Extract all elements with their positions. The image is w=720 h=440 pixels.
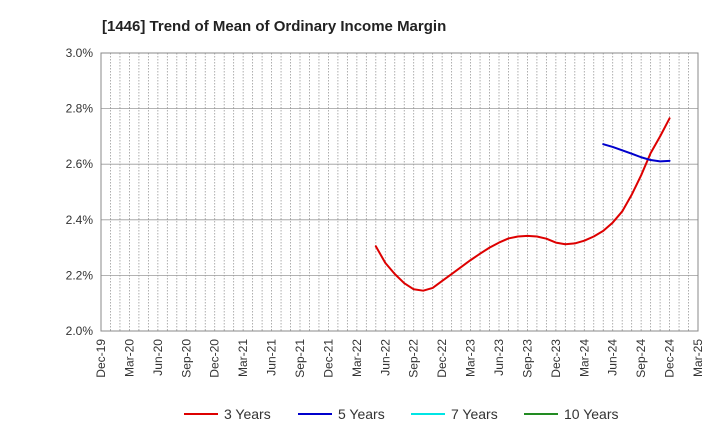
y-tick-label: 2.8% xyxy=(66,102,94,116)
y-tick-label: 2.6% xyxy=(66,157,94,171)
series-line-5-years xyxy=(602,143,671,163)
x-tick-label: Sep-22 xyxy=(407,339,421,378)
y-tick-label: 2.2% xyxy=(66,268,94,282)
x-tick-label: Dec-21 xyxy=(321,339,335,378)
x-tick-label: Mar-20 xyxy=(122,339,136,377)
grid xyxy=(101,52,698,332)
x-tick-label: Jun-21 xyxy=(265,339,279,376)
x-tick-label: Jun-24 xyxy=(606,339,620,376)
legend-label-7-years: 7 Years xyxy=(451,406,498,422)
plot-area xyxy=(100,52,699,332)
legend: 3 Years 5 Years 7 Years 10 Years xyxy=(184,406,619,422)
x-tick-label: Mar-24 xyxy=(577,339,591,377)
x-tick-label: Mar-22 xyxy=(350,339,364,377)
series-lines xyxy=(374,117,671,292)
x-tick-label: Sep-23 xyxy=(520,339,534,378)
x-tick-label: Jun-20 xyxy=(151,339,165,376)
x-tick-label: Dec-23 xyxy=(549,339,563,378)
x-tick-label: Mar-25 xyxy=(691,339,705,377)
x-tick-label: Jun-22 xyxy=(378,339,392,376)
x-tick-label: Sep-20 xyxy=(179,339,193,378)
legend-label-10-years: 10 Years xyxy=(564,406,619,422)
x-tick-label: Jun-23 xyxy=(492,339,506,376)
y-tick-label: 3.0% xyxy=(66,46,94,60)
y-tick-label: 2.0% xyxy=(66,324,94,338)
x-tick-label: Mar-23 xyxy=(464,339,478,377)
x-tick-label: Sep-21 xyxy=(293,339,307,378)
series-line-3-years xyxy=(374,117,671,292)
x-tick-label: Dec-20 xyxy=(208,339,222,378)
legend-label-3-years: 3 Years xyxy=(224,406,271,422)
x-tick-label: Mar-21 xyxy=(236,339,250,377)
x-tick-label: Sep-24 xyxy=(634,339,648,378)
x-tick-label: Dec-22 xyxy=(435,339,449,378)
chart-title: [1446] Trend of Mean of Ordinary Income … xyxy=(102,18,446,35)
y-tick-label: 2.4% xyxy=(66,213,94,227)
x-tick-label: Dec-19 xyxy=(94,339,108,378)
legend-label-5-years: 5 Years xyxy=(338,406,385,422)
x-axis: Dec-19 Mar-20 Jun-20 Sep-20 Dec-20 Mar-21 Jun-… xyxy=(94,339,705,378)
x-tick-label: Dec-24 xyxy=(663,339,677,378)
y-axis: 2.0% 2.2% 2.4% 2.6% 2.8% 3.0% xyxy=(66,46,94,338)
